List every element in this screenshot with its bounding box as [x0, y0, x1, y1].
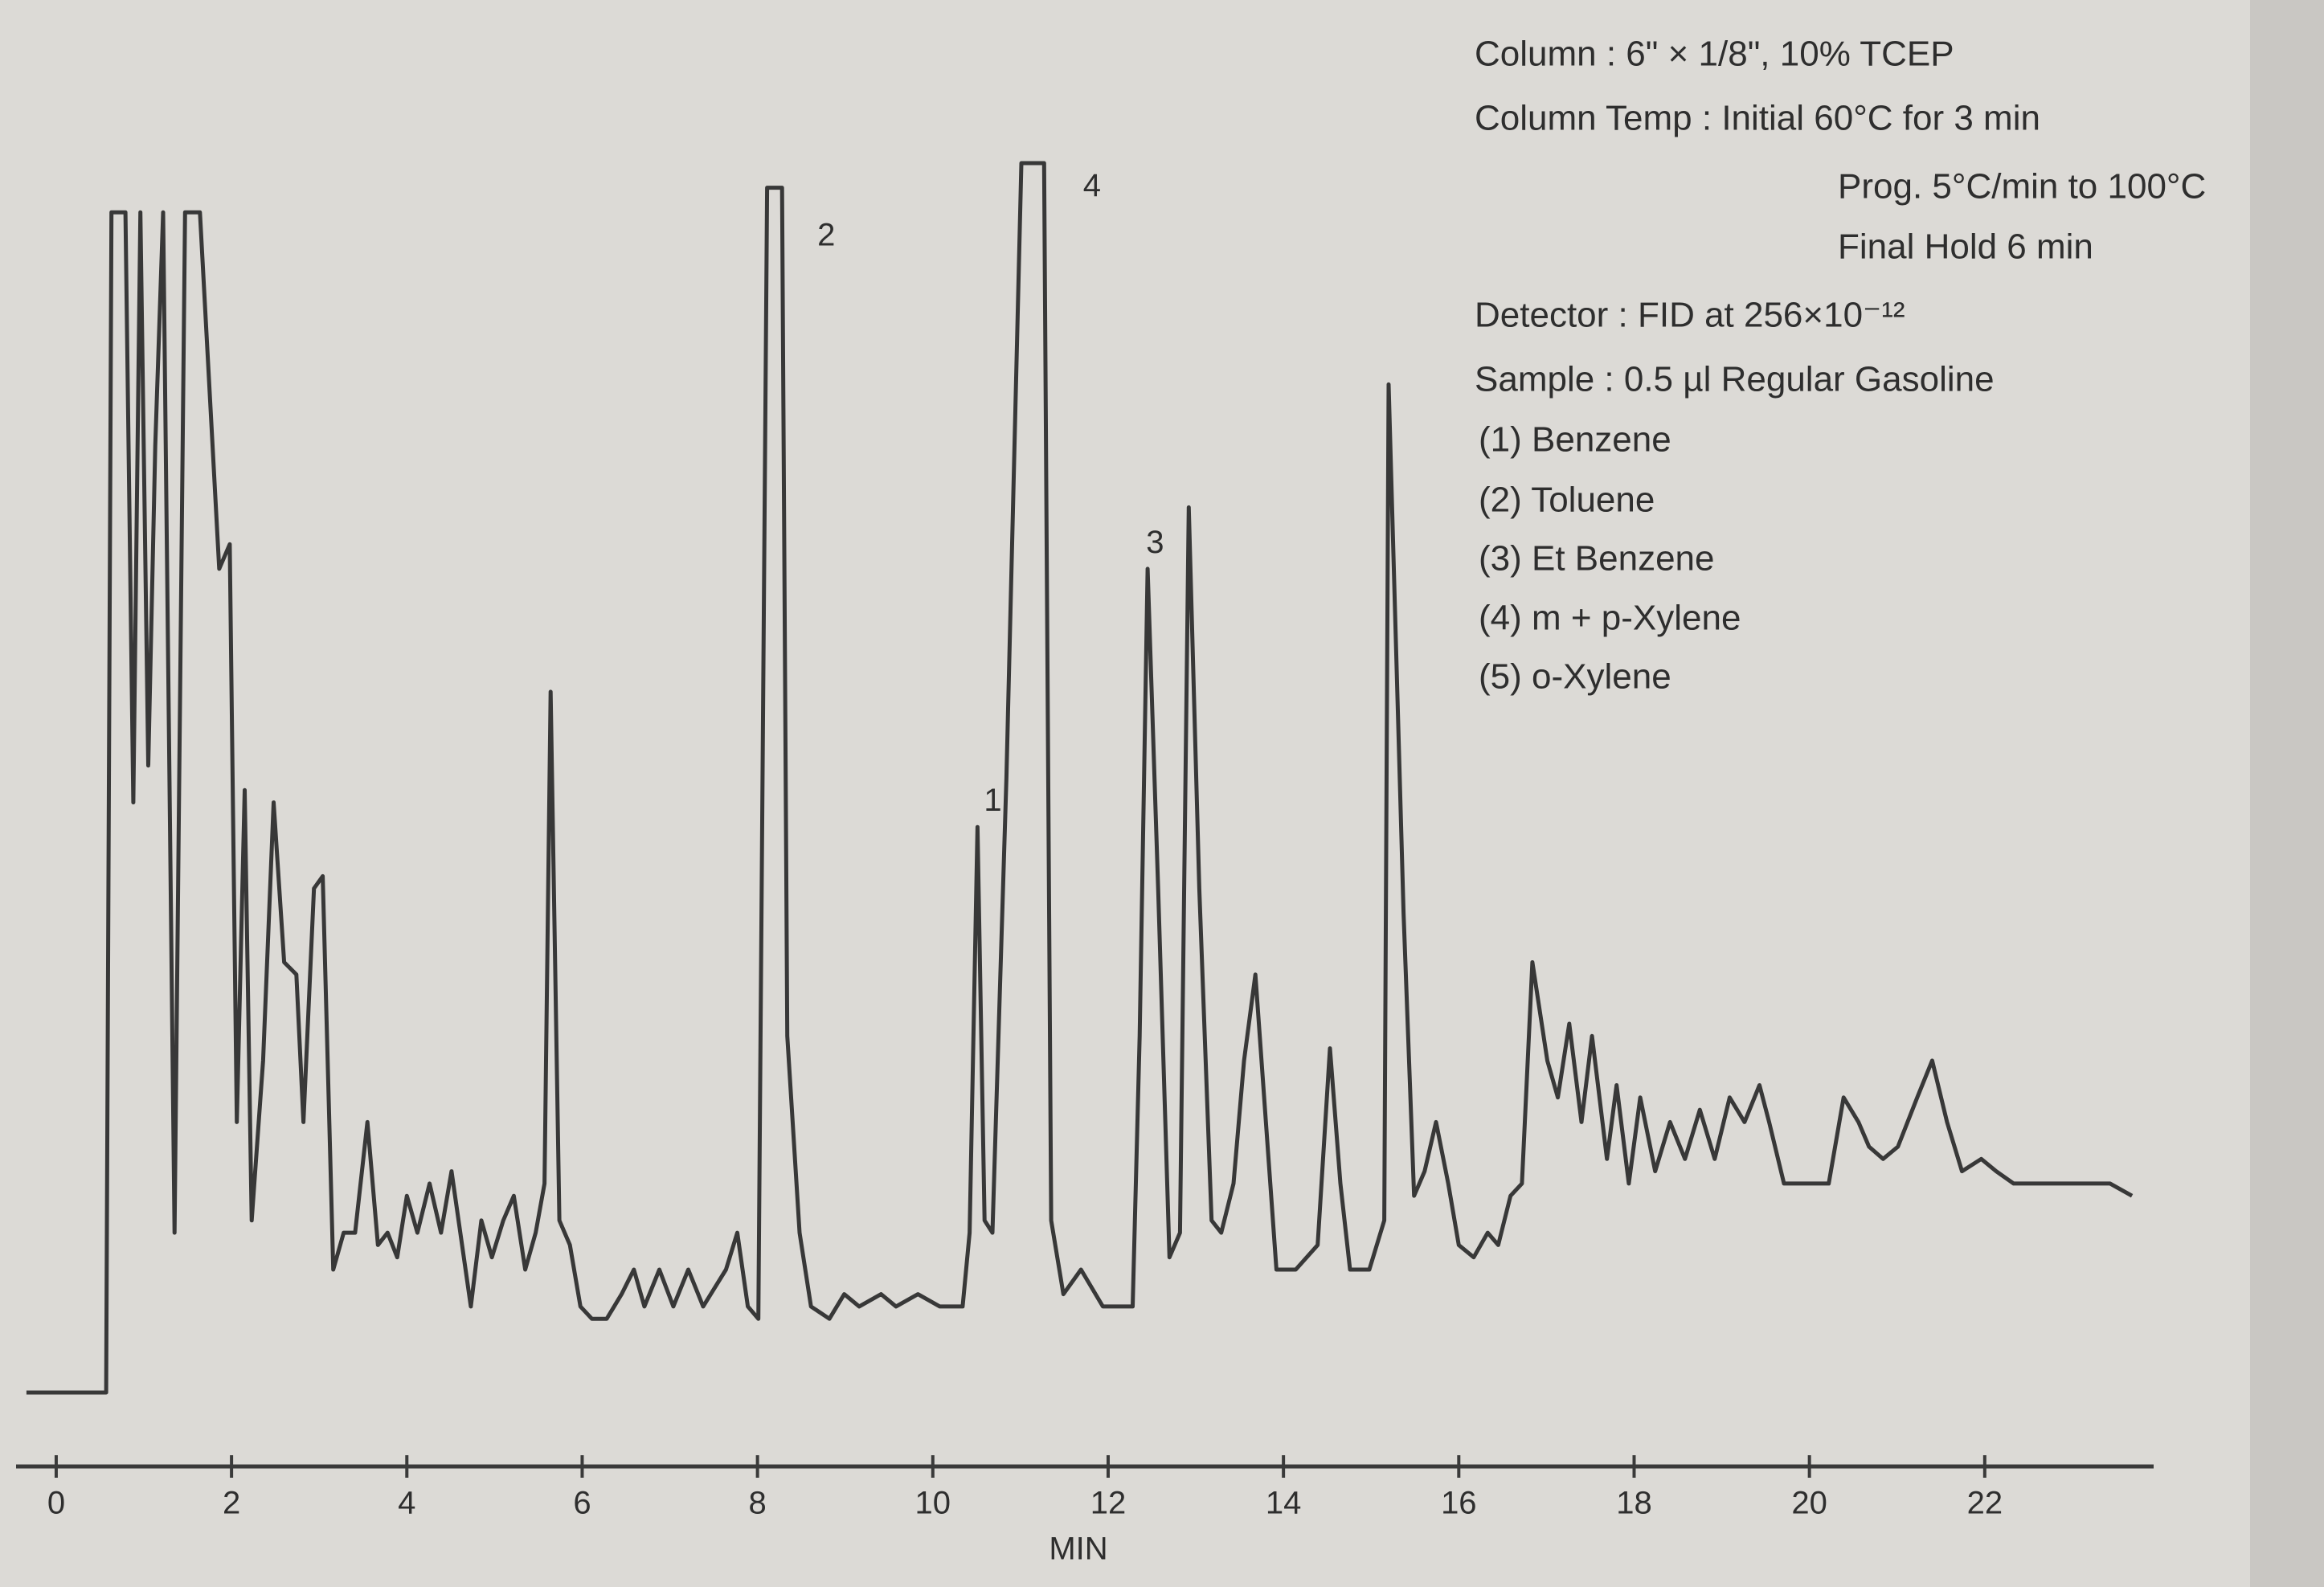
- x-tick-label: 0: [47, 1486, 65, 1521]
- x-axis-label: MIN: [1049, 1532, 1107, 1567]
- x-tick-label: 16: [1441, 1486, 1477, 1521]
- paper-edge: [2250, 0, 2324, 1587]
- x-tick-label: 8: [749, 1486, 767, 1521]
- annotation: Sample : 0.5 µl Regular Gasoline: [1475, 360, 1995, 399]
- annotation: Final Hold 6 min: [1838, 227, 2093, 267]
- annotation: (1) Benzene: [1479, 420, 1671, 460]
- peak-label: 3: [1146, 525, 1164, 560]
- annotation: Column : 6" × 1/8", 10% TCEP: [1475, 35, 1954, 74]
- x-tick-label: 6: [573, 1486, 591, 1521]
- annotation: (5) o-Xylene: [1479, 657, 1671, 697]
- annotation: (3) Et Benzene: [1479, 539, 1715, 579]
- annotation: (2) Toluene: [1479, 481, 1655, 520]
- x-tick-label: 10: [915, 1486, 951, 1521]
- annotation: (4) m + p-Xylene: [1479, 599, 1741, 638]
- peak-label: 2: [817, 217, 835, 252]
- annotation: Column Temp : Initial 60°C for 3 min: [1475, 99, 2040, 138]
- page: Column : 6" × 1/8", 10% TCEP Column Temp…: [0, 0, 2324, 1587]
- peak-label: 4: [1083, 168, 1101, 203]
- chart: Column : 6" × 1/8", 10% TCEP Column Temp…: [0, 0, 2324, 1587]
- x-tick-label: 4: [398, 1486, 415, 1521]
- x-tick-label: 20: [1791, 1486, 1827, 1521]
- x-tick-label: 2: [223, 1486, 240, 1521]
- peak-label: 1: [984, 783, 1001, 818]
- x-tick-label: 18: [1616, 1486, 1652, 1521]
- x-tick-label: 22: [1967, 1486, 2003, 1521]
- annotation: Detector : FID at 256×10⁻¹²: [1475, 296, 1905, 335]
- x-tick-label: 14: [1266, 1486, 1302, 1521]
- x-tick-label: 12: [1090, 1486, 1127, 1521]
- annotation: Prog. 5°C/min to 100°C: [1838, 167, 2206, 207]
